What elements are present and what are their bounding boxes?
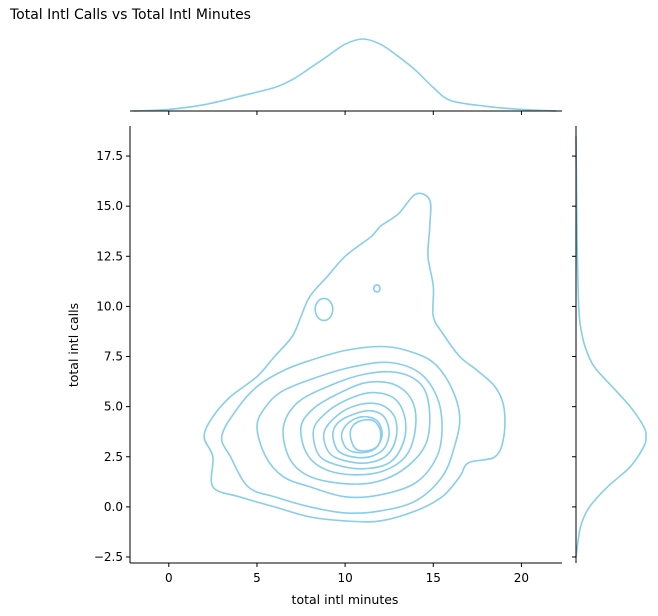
contour-level-4 (282, 370, 431, 485)
y-marginal-curve (575, 135, 647, 558)
contour-level-7 (322, 402, 398, 464)
x-marginal-density (130, 38, 562, 115)
y-tick-label: 2.5 (104, 450, 123, 464)
contour-level-5 (299, 380, 417, 476)
contour-level-6 (312, 391, 407, 470)
contour-level-1 (203, 192, 506, 523)
contour-level-8 (331, 409, 391, 459)
y-tick-label: 7.5 (104, 350, 123, 364)
y-tick-label: 0.0 (104, 500, 123, 514)
contour-island-1 (314, 297, 334, 322)
x-tick-label: 0 (165, 571, 173, 585)
x-tick-label: 10 (337, 571, 352, 585)
y-axis-label: total intl calls (66, 303, 81, 387)
y-tick-label: 10.0 (96, 299, 123, 313)
y-tick-label: −2.5 (94, 550, 123, 564)
x-marginal-curve (133, 38, 557, 112)
x-tick-label: 5 (253, 571, 261, 585)
y-tick-label: 15.0 (96, 199, 123, 213)
contour-level-9 (340, 415, 383, 454)
y-tick-label: 12.5 (96, 249, 123, 263)
y-tick-label: 17.5 (96, 149, 123, 163)
contour-level-3 (256, 361, 443, 499)
kde-contours (203, 192, 506, 523)
y-marginal-density (572, 126, 647, 563)
contour-level-2 (220, 345, 461, 514)
x-axis-label: total intl minutes (292, 592, 399, 607)
axes: 0 5 10 15 20 −2.5 0.0 2.5 5.0 7.5 10.0 12.5 15.0 17.5 (94, 126, 562, 585)
contour-level-10 (349, 418, 382, 452)
x-tick-label: 20 (514, 571, 529, 585)
y-tick-label: 5.0 (104, 400, 123, 414)
contour-island-2 (372, 283, 381, 293)
x-tick-label: 15 (426, 571, 441, 585)
chart-title: Total Intl Calls vs Total Intl Minutes (10, 7, 251, 23)
